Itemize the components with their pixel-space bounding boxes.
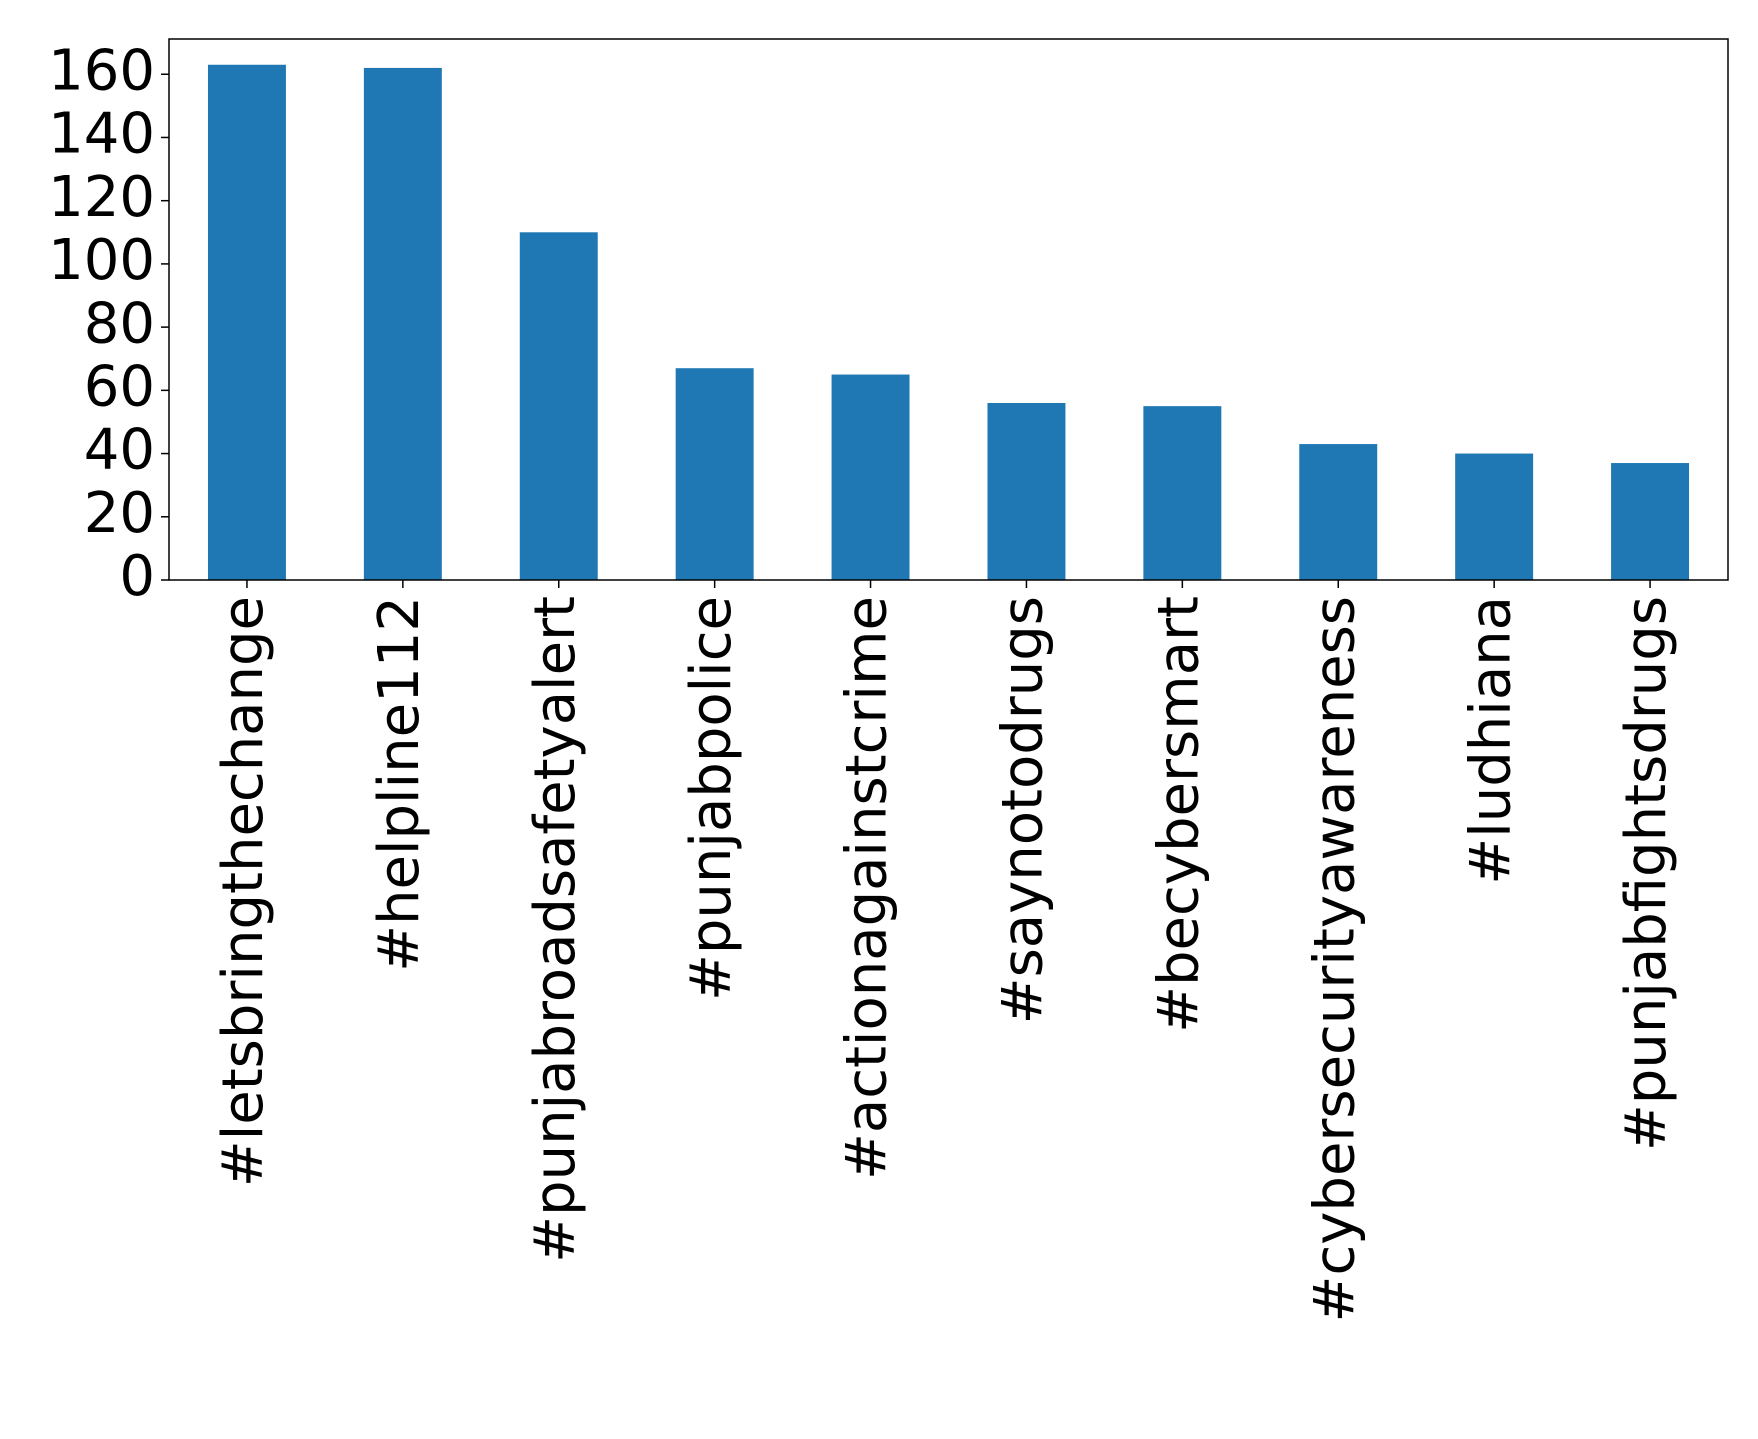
x-tick-label: #punjabpolice	[679, 596, 744, 1001]
x-tick-label: #actionagainstcrime	[835, 596, 900, 1180]
x-tick-label: #punjabfightsdrugs	[1614, 596, 1679, 1151]
y-tick-label: 80	[84, 291, 155, 356]
y-tick-label: 0	[119, 544, 155, 609]
bar	[363, 67, 442, 581]
y-tick-label: 60	[84, 354, 155, 419]
x-tick-label: #ludhiana	[1458, 596, 1523, 885]
bar	[1455, 453, 1534, 580]
y-tick-label: 140	[48, 102, 155, 167]
bar	[831, 374, 910, 580]
x-tick-label: #saynotodrugs	[991, 596, 1056, 1024]
y-tick-label: 120	[48, 165, 155, 230]
axes-frame	[168, 38, 1729, 581]
x-tick-label: #becybersmart	[1146, 596, 1211, 1033]
x-tick-label: #helpline112	[367, 596, 432, 972]
bar	[1611, 463, 1690, 580]
bar	[1299, 444, 1378, 580]
bar	[987, 402, 1066, 580]
x-tick-label: #cybersecurityawareness	[1302, 596, 1367, 1322]
x-tick-label: #letsbringthechange	[211, 596, 276, 1187]
y-tick-label: 160	[48, 38, 155, 103]
y-tick-label: 100	[48, 228, 155, 293]
y-tick-label: 40	[84, 418, 155, 483]
bar	[675, 368, 754, 580]
y-tick-label: 20	[84, 481, 155, 546]
bar	[519, 232, 598, 580]
bar	[1143, 406, 1222, 580]
bar	[207, 64, 286, 580]
x-tick-label: #punjabroadsafetyalert	[523, 596, 588, 1263]
